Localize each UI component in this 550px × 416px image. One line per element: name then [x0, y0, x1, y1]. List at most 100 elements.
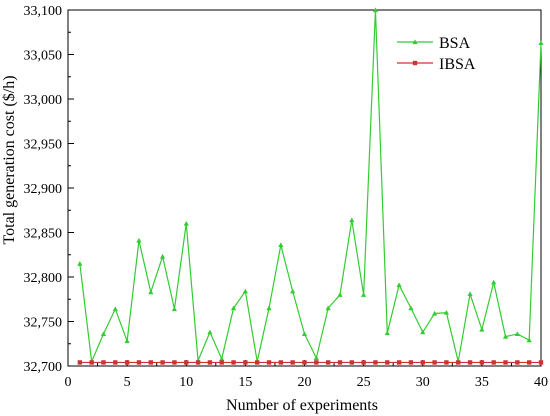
y-tick-label: 33,000 — [24, 93, 63, 108]
ibsa-point — [337, 360, 343, 365]
bsa-point — [349, 217, 355, 223]
bsa-point — [112, 306, 118, 312]
bsa-point — [325, 305, 331, 311]
ibsa-point — [113, 360, 118, 365]
ibsa-point — [290, 360, 295, 365]
ibsa-point — [148, 360, 153, 365]
ibsa-point — [396, 360, 402, 365]
bsa-point — [337, 292, 343, 297]
bsa-point — [100, 331, 107, 337]
axes: 0 5 10 15 20 25 30 35 40 32,700 32,750 32,800 32,850… — [24, 4, 549, 390]
bsa-point — [443, 310, 449, 315]
bsa-point — [77, 261, 83, 266]
x-tick-label: 35 — [475, 375, 489, 390]
ibsa-point — [124, 360, 130, 365]
bsa-point — [420, 329, 426, 335]
bsa-point — [266, 305, 272, 311]
bsa-point — [514, 331, 520, 337]
ibsa-point — [302, 360, 307, 365]
legend-label-bsa: BSA — [439, 35, 471, 52]
bsa-point — [526, 337, 532, 343]
bsa-point — [408, 305, 414, 311]
ibsa-point — [503, 360, 508, 365]
ibsa-point — [172, 360, 177, 365]
bsa-point — [219, 356, 225, 361]
y-tick-label: 32,800 — [24, 271, 63, 286]
legend: BSA IBSA — [397, 35, 476, 73]
ibsa-point — [432, 360, 437, 365]
ibsa-point — [325, 360, 331, 365]
bsa-point — [491, 279, 497, 285]
y-tick-label: 33,050 — [24, 49, 63, 64]
x-tick-label: 0 — [65, 375, 72, 390]
ibsa-point — [467, 360, 473, 365]
x-tick-label: 10 — [179, 375, 193, 390]
bsa-point — [396, 282, 402, 288]
bsa-point — [278, 242, 284, 248]
bsa-point — [230, 305, 237, 311]
bsa-point — [384, 330, 390, 336]
ibsa-point — [361, 360, 366, 365]
ibsa-point — [408, 360, 414, 365]
x-axis-title: Number of experiments — [226, 397, 378, 414]
bsa-point — [136, 237, 142, 243]
ibsa-point — [255, 360, 260, 365]
y-tick-label: 32,950 — [24, 138, 63, 153]
ibsa-point — [207, 360, 213, 365]
bsa-point — [301, 331, 308, 337]
bsa-point — [361, 292, 367, 297]
y-tick-label: 32,900 — [24, 182, 63, 197]
x-tick-label: 20 — [298, 375, 312, 390]
ibsa-point — [184, 360, 189, 365]
series-layer — [77, 7, 544, 365]
bsa-point — [431, 310, 438, 316]
ibsa-point — [243, 360, 248, 365]
ibsa-point — [231, 360, 236, 365]
bsa-point — [372, 7, 379, 13]
x-tick-label: 15 — [238, 375, 252, 390]
x-tick-label: 5 — [124, 375, 131, 390]
bsa-point — [290, 288, 296, 294]
ibsa-point — [314, 360, 319, 365]
legend-label-ibsa: IBSA — [439, 56, 476, 73]
x-tick-label: 30 — [416, 375, 430, 390]
y-axis-title: Total generation cost ($/h) — [1, 75, 18, 244]
ibsa-point — [101, 360, 106, 365]
x-tick-label: 40 — [534, 375, 548, 390]
ibsa-point — [491, 360, 496, 365]
bsa-point — [502, 334, 509, 339]
legend-item-bsa: BSA — [397, 35, 471, 52]
bsa-point — [467, 291, 473, 296]
bsa-line — [79, 9, 542, 364]
series-ibsa — [77, 360, 544, 365]
ibsa-point — [266, 360, 272, 365]
bsa-point — [479, 326, 485, 332]
bsa-point — [242, 288, 248, 294]
y-tick-label: 33,100 — [24, 4, 63, 19]
ibsa-point — [160, 360, 165, 365]
y-tick-label: 32,850 — [24, 227, 63, 242]
legend-ibsa-point — [412, 60, 418, 66]
y-tick-label: 32,750 — [24, 316, 63, 331]
ibsa-point — [77, 360, 83, 365]
ibsa-point — [195, 360, 201, 365]
bsa-point — [124, 338, 130, 344]
bsa-point — [538, 40, 544, 46]
bsa-point — [207, 329, 213, 335]
ibsa-point — [444, 360, 449, 365]
legend-bsa-point — [412, 39, 418, 45]
ibsa-point — [526, 360, 532, 365]
ibsa-point — [373, 360, 378, 365]
legend-item-ibsa: IBSA — [397, 56, 476, 73]
ibsa-point — [479, 360, 485, 365]
ibsa-point — [278, 360, 284, 365]
bsa-point — [313, 355, 319, 361]
ibsa-point — [385, 360, 390, 365]
ibsa-point — [349, 360, 354, 365]
x-tick-label: 25 — [357, 375, 371, 390]
ibsa-point — [456, 360, 461, 365]
bsa-point — [171, 306, 178, 312]
bsa-point — [183, 221, 189, 226]
ibsa-point — [515, 360, 520, 365]
